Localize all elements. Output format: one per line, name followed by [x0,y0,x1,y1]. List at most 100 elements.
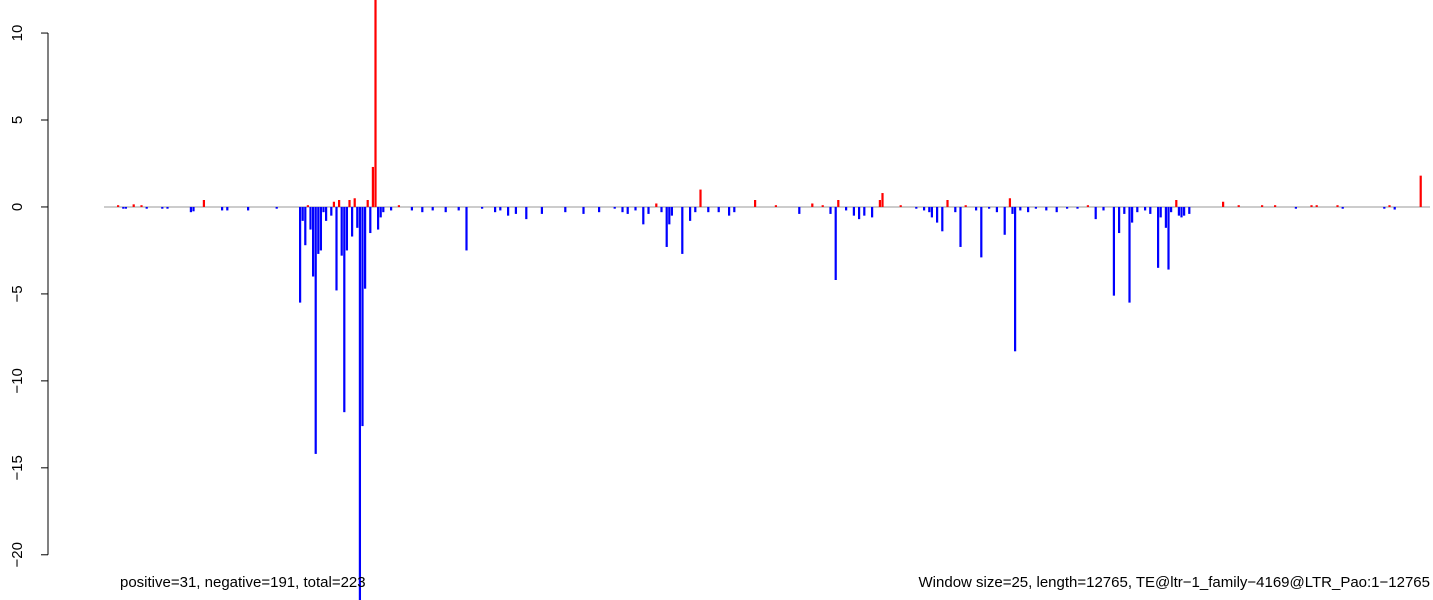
bar [343,206,346,413]
bar [598,206,601,213]
bar [361,206,364,427]
bar [1136,206,1139,213]
y-tick-label: −15 [9,455,26,480]
bar [275,206,278,209]
bar [858,206,861,220]
bar [647,206,650,214]
bar [681,206,684,254]
bar [1183,206,1186,216]
bar [959,206,962,247]
bar [964,205,967,207]
bar [1222,201,1225,207]
bar [694,206,697,213]
bar [1123,206,1126,214]
bar [1175,200,1178,207]
bar [481,206,484,209]
bar [975,206,978,211]
bar [507,206,510,216]
bar [613,206,616,209]
bar [1086,205,1090,207]
bar [1003,206,1006,235]
bar [930,206,934,218]
bar [304,206,307,246]
y-tick-label: 5 [9,116,26,124]
bar [1027,206,1030,213]
bar [364,206,367,289]
bar [1014,206,1017,352]
bar [382,206,385,213]
bar [353,198,356,207]
bar [379,206,382,218]
bar [1237,205,1240,207]
bar [1045,206,1048,211]
bar [465,206,468,251]
bar [1034,206,1038,209]
bar [1118,206,1121,234]
bar [1419,175,1422,207]
bar [1112,206,1116,296]
bar [332,201,336,207]
info-annotation: Window size=25, length=12765, TE@ltr−1_f… [919,574,1430,591]
bar [923,206,926,211]
bar [980,206,983,258]
bar [540,206,544,214]
bar [299,206,302,303]
bar [988,206,991,209]
bar [166,206,169,209]
bar [834,206,837,280]
bar [564,206,567,213]
bar [1008,198,1012,207]
bar [717,206,720,213]
bar [1011,206,1014,214]
bar [340,206,343,256]
bar [995,206,999,213]
bar [525,206,528,220]
bar [202,200,206,207]
bar [852,206,856,216]
bar [1076,206,1079,209]
bar [410,206,414,211]
bar [899,205,902,207]
bar [309,206,312,230]
bar [707,206,710,213]
bar [145,206,148,209]
bar [811,203,814,207]
bar [728,206,731,216]
bar [322,206,325,213]
bar [348,200,351,207]
bar [312,206,315,277]
bar [161,206,164,209]
bar [457,206,460,211]
bar [514,206,518,214]
bar [821,205,824,207]
bar [325,206,328,221]
bar [954,206,957,213]
bar [1159,206,1162,218]
bar [397,205,401,207]
bar [621,206,624,213]
bar [660,206,663,213]
bar [1261,205,1264,207]
bar [1164,206,1168,228]
bar [306,205,310,207]
bar [670,206,674,216]
bar [1393,206,1396,210]
bar [431,206,434,211]
bar [335,206,338,291]
bar [881,193,884,207]
bar [928,206,931,213]
bar [1094,206,1097,220]
y-tick-label: −20 [9,542,26,567]
bar [189,206,193,213]
bar [863,206,866,216]
bar [1055,206,1058,213]
bar [1336,205,1339,207]
bars [117,0,1422,600]
bar [301,206,304,221]
bar [634,206,637,211]
bar [1188,206,1191,214]
bar [626,206,629,214]
bar [878,200,882,207]
bar [665,206,668,247]
